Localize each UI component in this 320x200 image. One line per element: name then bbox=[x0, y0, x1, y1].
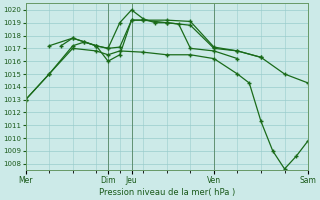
X-axis label: Pression niveau de la mer( hPa ): Pression niveau de la mer( hPa ) bbox=[99, 188, 235, 197]
